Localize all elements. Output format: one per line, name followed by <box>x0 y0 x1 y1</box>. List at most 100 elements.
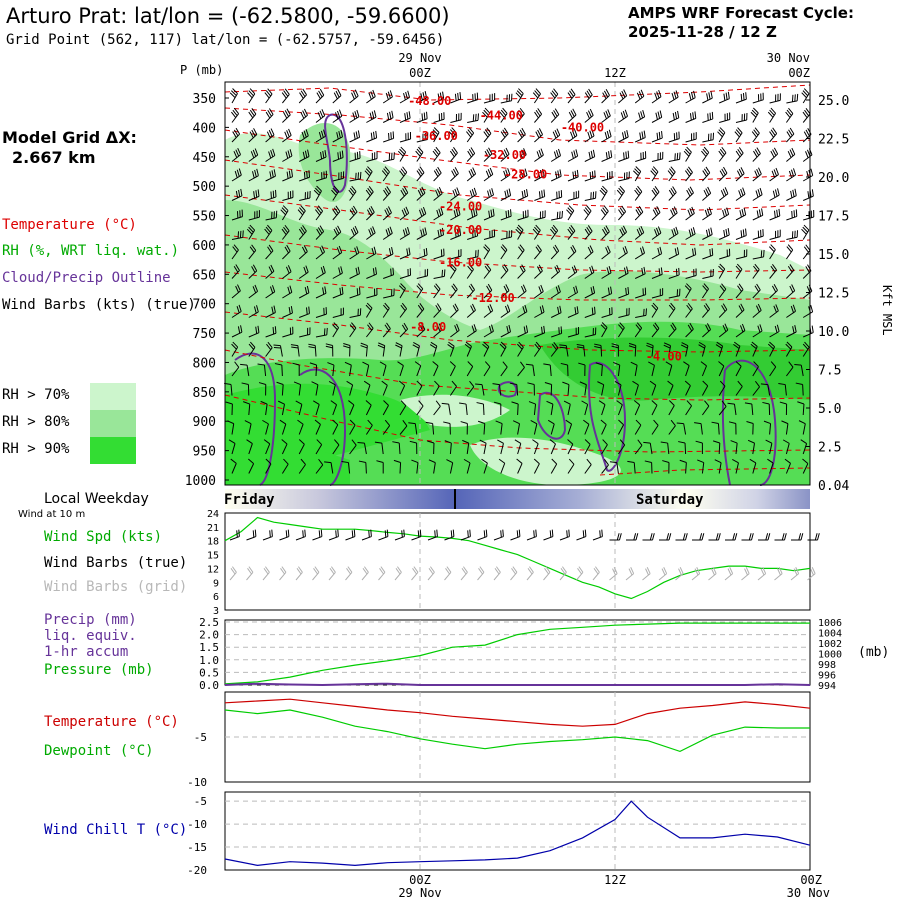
upper-wind-barb <box>433 166 442 182</box>
upper-wind-barb <box>240 363 250 377</box>
upper-wind-barb <box>446 459 454 474</box>
upper-wind-barb <box>263 439 271 455</box>
upper-wind-barb <box>730 440 738 455</box>
upper-wind-barb <box>349 171 362 182</box>
upper-wind-barbs <box>224 88 815 474</box>
pressure-unit-label: (mb) <box>858 645 889 660</box>
upper-wind-barb <box>718 323 729 338</box>
upper-wind-barb <box>366 151 378 162</box>
upper-wind-barb <box>786 188 797 201</box>
upper-wind-barb <box>247 88 256 104</box>
temperature-contour-labels: -48.00 -44.00 -40.00 -36.00 -32.00 -28.00 -24.… <box>408 94 682 364</box>
upper-wind-barb <box>248 305 259 318</box>
upper-wind-barb <box>482 341 490 357</box>
upper-wind-barb <box>567 326 580 338</box>
upper-wind-barb <box>399 131 412 143</box>
upper-wind-barb <box>718 263 726 279</box>
surface-wind-barb <box>229 529 240 541</box>
upper-wind-barb <box>315 225 325 240</box>
upper-wind-barb <box>584 149 596 162</box>
upper-wind-barb <box>660 441 670 455</box>
surface-grid-wind-barb <box>757 567 767 581</box>
upper-wind-barb <box>551 326 563 338</box>
upper-wind-barb <box>348 185 357 201</box>
upper-wind-barb <box>248 458 255 474</box>
upper-wind-barb <box>315 88 325 104</box>
upper-wind-barb <box>357 442 367 455</box>
upper-wind-barb <box>769 324 780 338</box>
precip-label-line3: 1-hr accum <box>44 644 129 660</box>
upper-wind-barb <box>295 400 303 416</box>
upper-wind-barb <box>297 205 306 221</box>
temperature-contour-line <box>224 194 811 246</box>
upper-wind-barb <box>527 382 535 396</box>
upper-wind-barb <box>449 361 456 377</box>
upper-wind-barb <box>399 111 411 123</box>
surface-grid-wind-barb <box>642 567 651 581</box>
upper-wind-barb <box>483 229 496 240</box>
upper-wind-barb <box>243 401 251 416</box>
upper-wind-barb <box>231 209 243 221</box>
upper-wind-barb <box>231 188 243 201</box>
forecast-cycle-line1: AMPS WRF Forecast Cycle: <box>628 4 854 22</box>
temp-tick-label: -10 <box>187 776 207 789</box>
upper-wind-barb <box>411 459 419 474</box>
upper-wind-barb <box>617 322 625 338</box>
upper-wind-barb <box>500 127 509 143</box>
upper-wind-barb <box>399 186 409 201</box>
pressure-axis-title: P (mb) <box>180 63 223 77</box>
upper-wind-barb <box>618 287 630 299</box>
upper-wind-barb <box>466 361 474 377</box>
upper-wind-barb <box>362 361 370 377</box>
temperature-contour-line <box>224 311 811 353</box>
temperature-contour-label: -44.00 <box>480 109 523 123</box>
upper-wind-barb <box>611 343 619 357</box>
upper-wind-barb <box>416 268 429 279</box>
wind-panel: 24 21 18 15 12 9 6 3 <box>207 509 820 617</box>
upper-wind-barb <box>231 325 243 338</box>
upper-wind-barb <box>349 225 359 240</box>
upper-wind-barb <box>676 422 687 435</box>
upper-wind-barb <box>567 458 575 474</box>
upper-wind-barb <box>760 383 771 396</box>
upper-wind-barb <box>282 306 293 318</box>
precip-pressure-panel: 2.52.01.51.00.50.0 1006100410021000998996… <box>199 616 889 692</box>
upper-wind-barb <box>684 166 693 182</box>
upper-wind-barb <box>618 225 628 240</box>
surface-wind-barb <box>543 529 554 541</box>
upper-wind-barb <box>273 344 283 357</box>
upper-wind-barb <box>265 264 275 279</box>
surface-wind-barb <box>378 529 389 541</box>
upper-wind-barb <box>685 186 694 201</box>
upper-wind-barb <box>584 108 594 123</box>
upper-wind-barb <box>752 324 763 338</box>
upper-wind-barb <box>517 244 525 260</box>
upper-wind-barb <box>466 127 475 143</box>
upper-wind-barb <box>752 229 764 240</box>
upper-wind-barb <box>511 401 519 416</box>
upper-wind-barb <box>668 186 677 201</box>
surface-wind-barb <box>394 529 405 541</box>
upper-wind-barb <box>679 459 687 474</box>
upper-wind-barb <box>399 400 407 416</box>
upper-wind-barb <box>416 132 429 143</box>
upper-wind-barb <box>500 361 508 377</box>
precip-line <box>224 682 811 687</box>
upper-wind-barb <box>517 325 529 338</box>
upper-wind-barb <box>299 191 311 201</box>
upper-wind-barb <box>315 458 324 474</box>
upper-wind-barb <box>450 228 462 240</box>
upper-wind-barb <box>463 458 471 474</box>
upper-wind-barb <box>500 147 510 162</box>
upper-wind-barb <box>399 247 411 260</box>
upper-wind-barb <box>332 129 343 143</box>
upper-wind-barb <box>702 186 712 201</box>
upper-wind-barb <box>628 342 637 357</box>
upper-wind-barb <box>309 362 318 377</box>
upper-wind-barb <box>668 110 680 123</box>
pressure-tick-label: 450 <box>193 151 216 166</box>
upper-wind-barb <box>680 342 689 357</box>
upper-wind-barb <box>734 127 743 143</box>
